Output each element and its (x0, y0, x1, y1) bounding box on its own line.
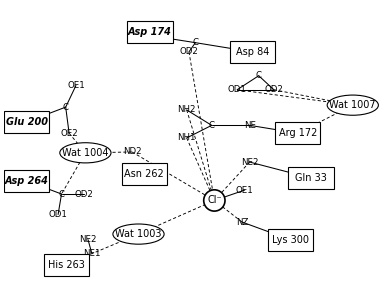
Text: ND2: ND2 (123, 148, 141, 156)
Text: Lys 300: Lys 300 (272, 235, 309, 245)
Ellipse shape (327, 95, 378, 115)
FancyBboxPatch shape (229, 41, 275, 63)
Text: Wat 1004: Wat 1004 (62, 148, 109, 158)
Text: OE1: OE1 (67, 81, 85, 90)
Text: NH2: NH2 (177, 106, 196, 114)
Text: OE2: OE2 (60, 129, 78, 138)
Text: Wat 1003: Wat 1003 (115, 229, 162, 239)
Text: Asp 84: Asp 84 (236, 47, 269, 57)
Text: Glu 200: Glu 200 (6, 117, 48, 127)
FancyBboxPatch shape (288, 167, 334, 189)
Text: Arg 172: Arg 172 (279, 128, 317, 138)
FancyBboxPatch shape (267, 229, 313, 251)
Text: Cl⁻: Cl⁻ (207, 195, 222, 205)
Text: NE1: NE1 (83, 249, 101, 258)
Text: OD1: OD1 (49, 210, 68, 219)
Text: C: C (192, 38, 199, 47)
Text: Gln 33: Gln 33 (295, 173, 327, 183)
Text: OE1: OE1 (236, 186, 253, 194)
Text: NE2: NE2 (79, 235, 97, 244)
Circle shape (204, 190, 225, 211)
Text: Asp 264: Asp 264 (5, 176, 48, 186)
Text: NE2: NE2 (241, 158, 259, 166)
Ellipse shape (113, 224, 164, 244)
Text: OD1: OD1 (228, 85, 247, 94)
Text: Asn 262: Asn 262 (124, 169, 164, 179)
Text: OD2: OD2 (264, 85, 283, 94)
Text: OD2: OD2 (180, 47, 199, 56)
FancyBboxPatch shape (44, 254, 89, 276)
Ellipse shape (60, 143, 111, 163)
Text: C: C (256, 71, 262, 80)
Text: NZ: NZ (236, 218, 248, 227)
Text: His 263: His 263 (48, 260, 85, 270)
Text: C: C (209, 121, 215, 130)
FancyBboxPatch shape (4, 170, 49, 192)
Text: OD1: OD1 (156, 33, 175, 42)
FancyBboxPatch shape (4, 111, 49, 133)
Text: OD2: OD2 (75, 190, 94, 198)
FancyBboxPatch shape (122, 163, 167, 185)
Text: Asp 174: Asp 174 (128, 27, 172, 37)
FancyBboxPatch shape (275, 122, 320, 144)
Text: NE: NE (244, 121, 256, 130)
Text: C: C (63, 103, 68, 112)
FancyBboxPatch shape (127, 21, 173, 43)
Text: NH1: NH1 (177, 134, 196, 142)
Text: Wat 1007: Wat 1007 (329, 100, 376, 110)
Text: C: C (58, 190, 65, 198)
